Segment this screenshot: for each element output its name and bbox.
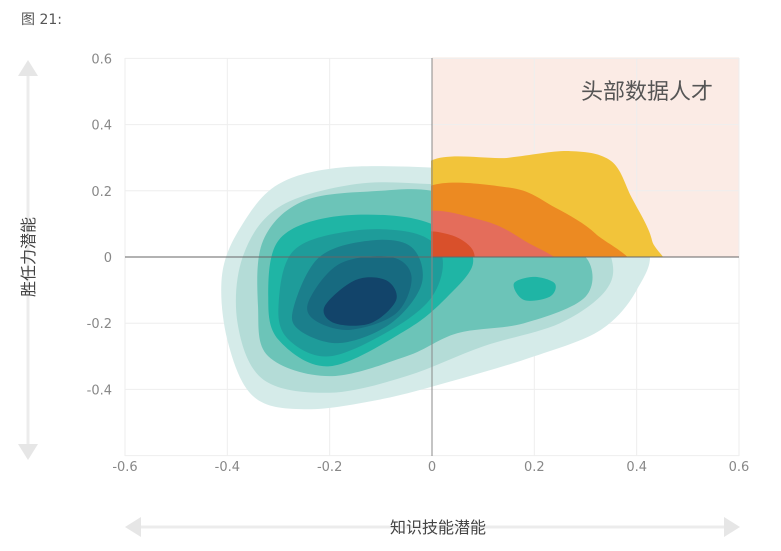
x-tick-label: 0.2	[524, 460, 545, 475]
warm-contours	[431, 151, 664, 257]
teal-contour-level-9	[323, 277, 397, 326]
x-tick-label: -0.6	[112, 460, 137, 475]
x-tick-label: -0.4	[215, 460, 240, 475]
y-tick-label: 0	[104, 251, 112, 266]
x-axis-label: 知识技能潜能	[390, 518, 486, 537]
x-axis-arrow	[125, 517, 740, 537]
x-tick-label: 0	[428, 460, 436, 475]
y-axis-label: 胜任力潜能	[19, 217, 38, 297]
y-tick-label: 0.6	[91, 52, 112, 67]
x-tick-label: 0.4	[626, 460, 647, 475]
y-tick-label: -0.2	[87, 317, 112, 332]
figure-label: 图 21:	[21, 12, 62, 28]
highlight-region-label: 头部数据人才	[581, 80, 713, 105]
x-tick-label: 0.6	[729, 460, 750, 475]
y-tick-label: 0.2	[91, 185, 112, 200]
warm-contour-level-4	[431, 231, 475, 257]
y-tick-label: -0.4	[87, 383, 112, 398]
x-tick-label: -0.2	[317, 460, 342, 475]
zero-axes	[125, 58, 739, 456]
tick-labels: -0.6 -0.4 -0.2 0 0.2 0.4 0.6 0.6 0.4 0.2 0 -0.2 -0.4	[87, 52, 750, 475]
y-axis-arrow	[18, 60, 38, 460]
y-tick-label: 0.4	[91, 119, 112, 134]
teal-contour-level-4	[513, 276, 556, 301]
